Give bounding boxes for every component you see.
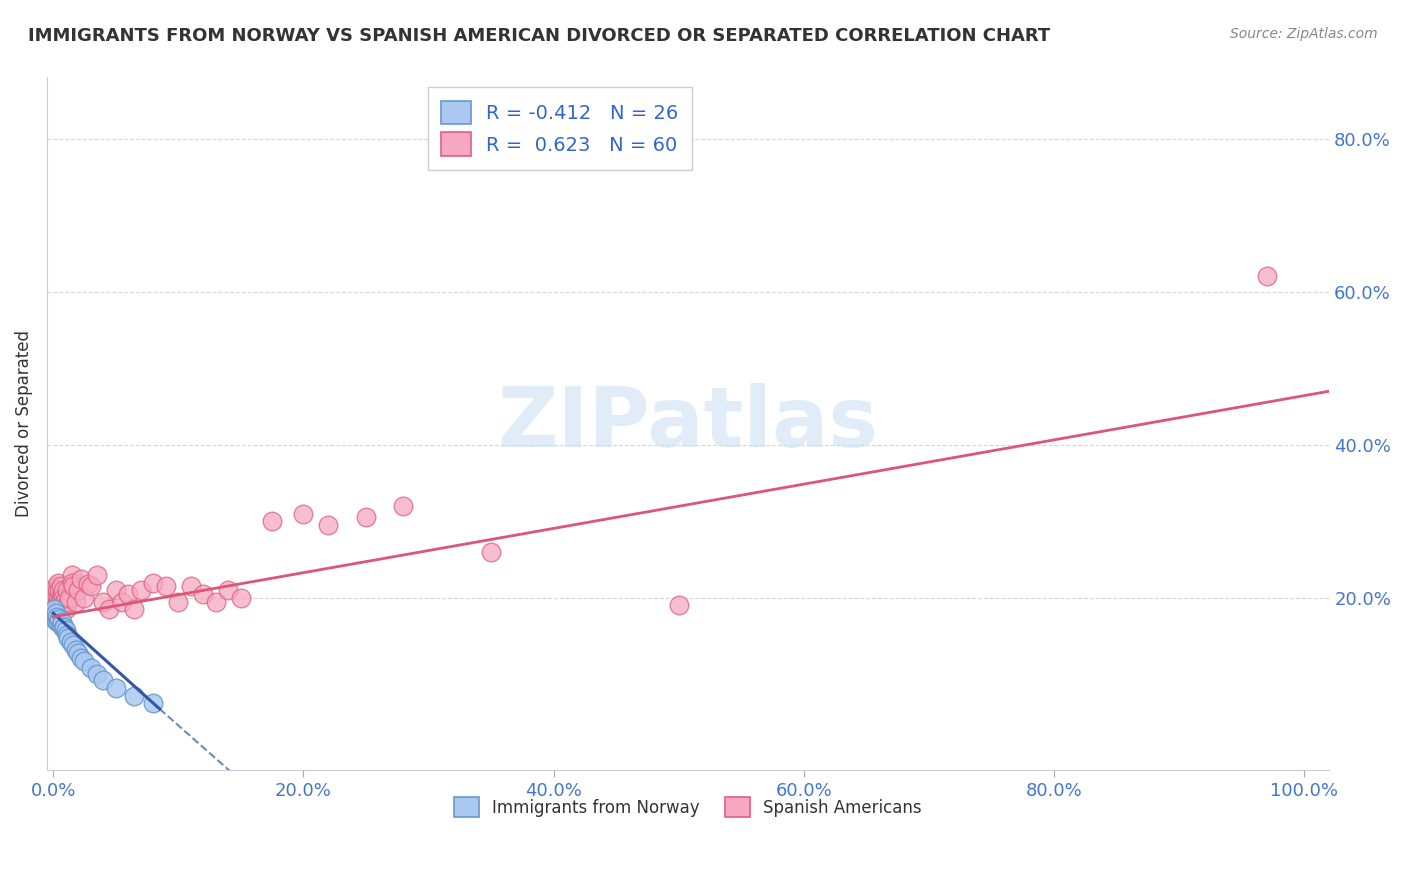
Point bbox=[79, 661, 101, 675]
Text: IMMIGRANTS FROM NORWAY VS SPANISH AMERICAN DIVORCED OR SEPARATED CORRELATION CHA: IMMIGRANTS FROM NORWAY VS SPANISH AMERIC… bbox=[28, 27, 1050, 45]
Point bbox=[292, 507, 315, 521]
Point bbox=[49, 591, 72, 605]
Point bbox=[104, 583, 127, 598]
Point bbox=[46, 615, 69, 630]
Point bbox=[117, 587, 139, 601]
Point bbox=[45, 606, 67, 620]
Point bbox=[155, 579, 177, 593]
Point bbox=[79, 579, 101, 593]
Point bbox=[65, 594, 87, 608]
Point bbox=[51, 587, 73, 601]
Point bbox=[69, 650, 91, 665]
Point bbox=[53, 594, 76, 608]
Point bbox=[668, 599, 690, 613]
Point bbox=[48, 612, 70, 626]
Point bbox=[53, 620, 76, 634]
Point bbox=[193, 587, 215, 601]
Point bbox=[52, 591, 75, 605]
Point bbox=[91, 594, 114, 608]
Point bbox=[45, 614, 67, 628]
Point bbox=[77, 577, 100, 591]
Point bbox=[55, 591, 77, 605]
Point bbox=[1256, 269, 1278, 284]
Point bbox=[392, 499, 415, 513]
Point bbox=[104, 681, 127, 695]
Point bbox=[48, 594, 70, 608]
Point bbox=[44, 594, 66, 608]
Point bbox=[45, 610, 67, 624]
Point bbox=[45, 602, 67, 616]
Point bbox=[44, 610, 66, 624]
Text: ZIPatlas: ZIPatlas bbox=[498, 384, 879, 464]
Point bbox=[69, 572, 91, 586]
Text: Source: ZipAtlas.com: Source: ZipAtlas.com bbox=[1230, 27, 1378, 41]
Point bbox=[58, 591, 80, 605]
Point bbox=[44, 602, 66, 616]
Point bbox=[48, 583, 70, 598]
Point bbox=[45, 594, 67, 608]
Legend: Immigrants from Norway, Spanish Americans: Immigrants from Norway, Spanish American… bbox=[447, 790, 929, 824]
Point bbox=[55, 602, 77, 616]
Point bbox=[479, 545, 502, 559]
Point bbox=[55, 623, 77, 637]
Point bbox=[62, 638, 84, 652]
Point bbox=[318, 518, 340, 533]
Point bbox=[46, 575, 69, 590]
Point bbox=[49, 617, 72, 632]
Point bbox=[51, 599, 73, 613]
Point bbox=[65, 643, 87, 657]
Point bbox=[46, 591, 69, 605]
Point bbox=[229, 591, 252, 605]
Point bbox=[124, 602, 146, 616]
Point bbox=[67, 646, 90, 660]
Point bbox=[354, 510, 377, 524]
Point bbox=[86, 567, 108, 582]
Point bbox=[62, 579, 84, 593]
Point bbox=[142, 697, 165, 711]
Point bbox=[56, 594, 79, 608]
Point bbox=[167, 594, 190, 608]
Point bbox=[217, 583, 239, 598]
Y-axis label: Divorced or Separated: Divorced or Separated bbox=[15, 330, 32, 517]
Point bbox=[49, 579, 72, 593]
Point bbox=[51, 615, 73, 630]
Point bbox=[67, 583, 90, 598]
Point bbox=[73, 654, 96, 668]
Point bbox=[124, 689, 146, 703]
Point bbox=[48, 602, 70, 616]
Point bbox=[56, 583, 79, 598]
Point bbox=[44, 602, 66, 616]
Point bbox=[204, 594, 226, 608]
Point bbox=[262, 514, 284, 528]
Point bbox=[60, 567, 83, 582]
Point bbox=[59, 635, 82, 649]
Point bbox=[45, 583, 67, 598]
Point bbox=[98, 602, 121, 616]
Point bbox=[45, 610, 67, 624]
Point bbox=[52, 622, 75, 636]
Point bbox=[60, 575, 83, 590]
Point bbox=[142, 575, 165, 590]
Point bbox=[91, 673, 114, 688]
Point bbox=[129, 583, 152, 598]
Point bbox=[56, 627, 79, 641]
Point bbox=[86, 667, 108, 681]
Point bbox=[44, 583, 66, 598]
Point bbox=[111, 594, 134, 608]
Point bbox=[45, 599, 67, 613]
Point bbox=[45, 579, 67, 593]
Point bbox=[180, 579, 202, 593]
Point bbox=[73, 591, 96, 605]
Point bbox=[45, 591, 67, 605]
Point bbox=[52, 583, 75, 598]
Point bbox=[56, 631, 79, 645]
